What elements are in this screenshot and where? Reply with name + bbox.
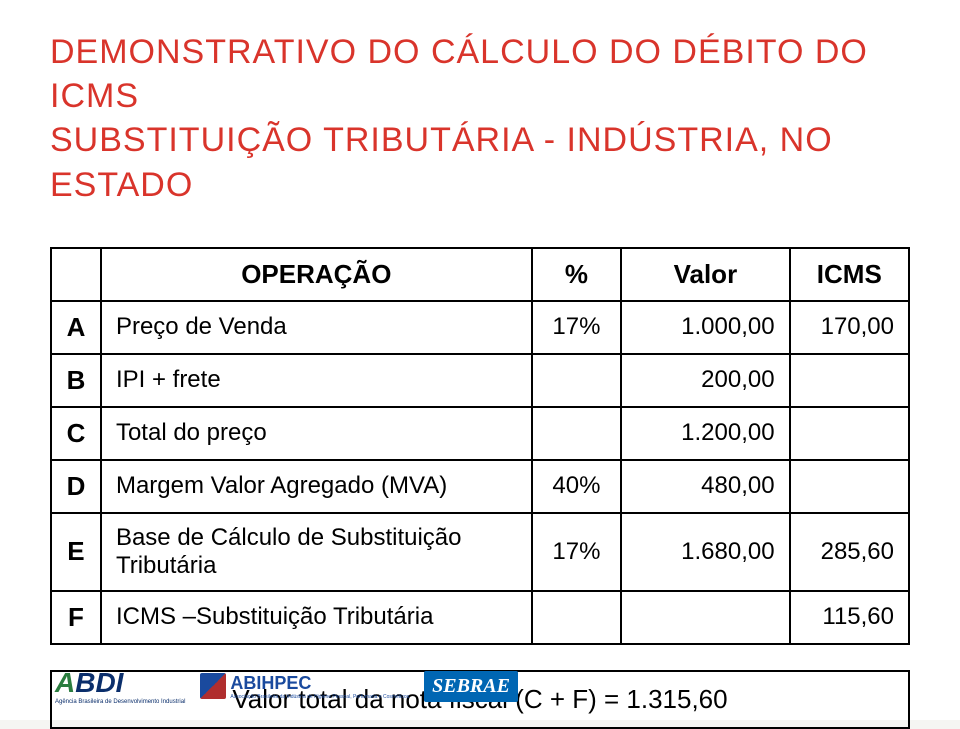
cell-icms <box>790 460 909 513</box>
row-label: E <box>51 513 101 591</box>
cell-operacao: IPI + frete <box>101 354 532 407</box>
logo-sebrae: SEBRAE <box>424 671 518 702</box>
title-line-2: SUBSTITUIÇÃO TRIBUTÁRIA - INDÚSTRIA, NO … <box>50 118 910 206</box>
table-row: B IPI + frete 200,00 <box>51 354 909 407</box>
abihpec-sub: Associação Brasileira da Indústria de Hi… <box>230 694 409 700</box>
slide: DEMONSTRATIVO DO CÁLCULO DO DÉBITO DO IC… <box>0 0 960 720</box>
table-header-row: OPERAÇÃO % Valor ICMS <box>51 248 909 301</box>
abdi-a: A <box>55 667 75 698</box>
header-icms: ICMS <box>790 248 909 301</box>
row-label: D <box>51 460 101 513</box>
cell-pct <box>532 407 622 460</box>
cell-operacao: Base de Cálculo de Substituição Tributár… <box>101 513 532 591</box>
table-row: E Base de Cálculo de Substituição Tribut… <box>51 513 909 591</box>
cell-valor: 480,00 <box>621 460 789 513</box>
cell-icms: 115,60 <box>790 591 909 644</box>
cell-pct: 40% <box>532 460 622 513</box>
header-blank <box>51 248 101 301</box>
cell-operacao: ICMS –Substituição Tributária <box>101 591 532 644</box>
abdi-rest: BDI <box>75 667 123 698</box>
title-line-1: DEMONSTRATIVO DO CÁLCULO DO DÉBITO DO IC… <box>50 30 910 118</box>
title-block: DEMONSTRATIVO DO CÁLCULO DO DÉBITO DO IC… <box>50 30 910 207</box>
row-label: A <box>51 301 101 354</box>
abihpec-text: ABIHPEC <box>230 673 311 693</box>
cell-pct <box>532 591 622 644</box>
cell-icms <box>790 407 909 460</box>
cell-pct: 17% <box>532 513 622 591</box>
cell-icms: 285,60 <box>790 513 909 591</box>
logo-bar: ABDI Agência Brasileira de Desenvolvimen… <box>55 667 518 705</box>
cell-valor: 1.000,00 <box>621 301 789 354</box>
row-label: B <box>51 354 101 407</box>
table-row: A Preço de Venda 17% 1.000,00 170,00 <box>51 301 909 354</box>
table-row: C Total do preço 1.200,00 <box>51 407 909 460</box>
cell-valor: 1.200,00 <box>621 407 789 460</box>
cell-valor: 200,00 <box>621 354 789 407</box>
table-row: F ICMS –Substituição Tributária 115,60 <box>51 591 909 644</box>
calc-table: OPERAÇÃO % Valor ICMS A Preço de Venda 1… <box>50 247 910 645</box>
cell-icms <box>790 354 909 407</box>
logo-abihpec: ABIHPEC Associação Brasileira da Indústr… <box>200 673 409 700</box>
logo-abdi: ABDI Agência Brasileira de Desenvolvimen… <box>55 667 185 705</box>
row-label: C <box>51 407 101 460</box>
cell-icms: 170,00 <box>790 301 909 354</box>
header-operacao: OPERAÇÃO <box>101 248 532 301</box>
cell-pct <box>532 354 622 407</box>
cell-operacao: Total do preço <box>101 407 532 460</box>
cell-pct: 17% <box>532 301 622 354</box>
abihpec-icon <box>200 673 226 699</box>
cell-operacao: Margem Valor Agregado (MVA) <box>101 460 532 513</box>
row-label: F <box>51 591 101 644</box>
cell-operacao: Preço de Venda <box>101 301 532 354</box>
cell-valor <box>621 591 789 644</box>
cell-valor: 1.680,00 <box>621 513 789 591</box>
header-valor: Valor <box>621 248 789 301</box>
abdi-sub: Agência Brasileira de Desenvolvimento In… <box>55 699 185 705</box>
header-pct: % <box>532 248 622 301</box>
table-row: D Margem Valor Agregado (MVA) 40% 480,00 <box>51 460 909 513</box>
